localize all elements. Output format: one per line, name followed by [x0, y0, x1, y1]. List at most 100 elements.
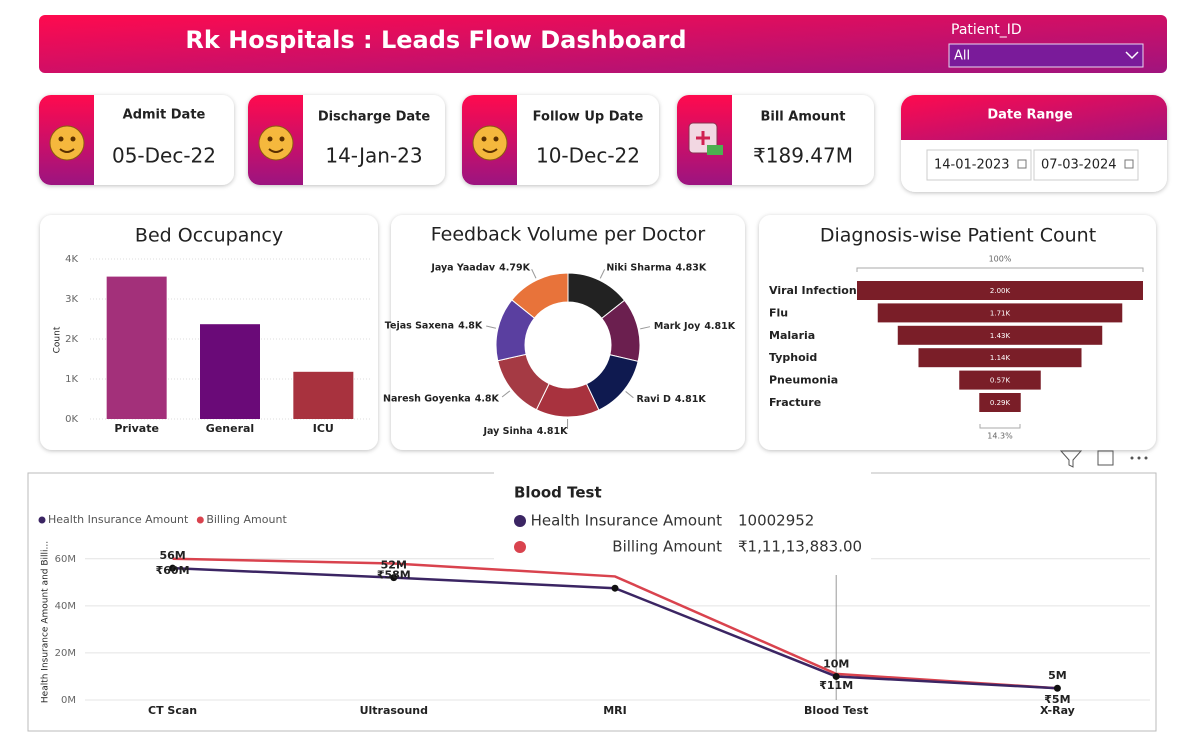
funnel-bar — [979, 393, 1021, 412]
funnel-bar — [959, 370, 1041, 390]
date-to: 07-03-2024 — [1041, 158, 1117, 173]
x-tick-label: Ultrasound — [360, 704, 428, 717]
y-tick-label: 3K — [65, 294, 78, 305]
category-label: Flu — [769, 306, 788, 319]
leader-line — [640, 326, 651, 330]
category-label: Fracture — [769, 396, 821, 409]
tooltip-value: 10002952 — [738, 512, 814, 530]
category-label: Viral Infection — [769, 284, 857, 297]
y-axis-label: Health Insurance Amount and Billi... — [41, 541, 51, 703]
date-range-header — [901, 95, 1167, 140]
tooltip-name: Billing Amount — [612, 538, 722, 556]
charts: Bed Occupancy Count 0K 1K 2K 3K 4K Private Gener… — [38, 224, 1150, 717]
header-bar — [39, 15, 1167, 73]
x-tick-label: ICU — [313, 422, 334, 435]
emoji-icon — [472, 125, 508, 161]
slicer-label: Patient_ID — [951, 22, 1022, 38]
tooltip-value: ₹1,11,13,883.00 — [738, 538, 862, 556]
chart-title: Diagnosis-wise Patient Count — [820, 225, 1096, 247]
kpi-label: Discharge Date — [318, 110, 431, 125]
tooltip-title: Blood Test — [514, 484, 602, 502]
x-tick-label: MRI — [603, 704, 627, 717]
data-label: 4.79K — [499, 262, 530, 273]
bar — [106, 276, 167, 419]
kpi-value: ₹189.47M — [753, 144, 853, 168]
bar — [200, 324, 260, 419]
kpi-cards: Admit Date 05-Dec-22 Discharge Date 14-Jan-… — [39, 95, 874, 185]
leader-line — [501, 390, 511, 398]
legend-marker — [38, 516, 46, 524]
dropdown-chevron — [1125, 51, 1139, 60]
more-icon — [1137, 456, 1141, 460]
data-label: 2.00K — [990, 287, 1011, 295]
filter-icon — [1059, 450, 1083, 468]
tooltip — [494, 470, 871, 565]
x-tick-label: Blood Test — [804, 704, 868, 717]
point — [1053, 684, 1061, 692]
calendar-icon — [1124, 159, 1134, 169]
y-tick-label: 0M — [61, 695, 76, 706]
data-label: 1.14K — [990, 354, 1011, 362]
doctor-name: Ravi D — [637, 393, 671, 404]
data-label: 4.83K — [675, 262, 706, 273]
y-tick-label: 60M — [55, 554, 76, 565]
point — [390, 574, 398, 582]
y-tick-label: 0K — [65, 414, 78, 425]
slicer-dropdown[interactable] — [948, 43, 1144, 68]
chart-title: Feedback Volume per Doctor — [431, 224, 706, 246]
doctor-name: Tejas Saxena — [385, 320, 454, 331]
chart-title: Bed Occupancy — [135, 225, 283, 247]
y-tick-label: 2K — [65, 334, 78, 345]
funnel-bracket — [979, 424, 1021, 429]
doctor-name: Jaya Yaadav — [430, 262, 496, 273]
donut-label: Ravi D 4.81K — [637, 393, 707, 404]
y-tick-label: 4K — [65, 254, 78, 265]
data-label: 56M — [159, 549, 185, 562]
date-input[interactable] — [926, 149, 1032, 181]
emoji-eye — [481, 136, 487, 142]
tooltip-marker — [514, 541, 526, 553]
emoji-eye — [493, 136, 499, 142]
date-input[interactable] — [1033, 149, 1139, 181]
category-label: Malaria — [769, 329, 815, 342]
doctor-name: Mark Joy — [654, 321, 701, 332]
date-from: 14-01-2023 — [934, 158, 1010, 173]
data-label: 5M — [1048, 669, 1067, 682]
kpi-value: 05-Dec-22 — [112, 144, 216, 168]
leader-line — [486, 325, 497, 329]
kpi-value: 14-Jan-23 — [325, 144, 422, 168]
y-tick-label: 20M — [55, 648, 76, 659]
donut-panel — [391, 215, 745, 450]
donut-label: Mark Joy 4.81K — [654, 321, 736, 332]
doctor-name: Jay Sinha — [482, 425, 532, 436]
point — [611, 584, 619, 592]
y-axis-label: Count — [53, 326, 63, 353]
emoji-eye — [70, 136, 76, 142]
donut-label: Tejas Saxena 4.8K — [385, 320, 483, 331]
focus-icon[interactable] — [1097, 450, 1114, 466]
data-label: 4.8K — [458, 320, 483, 331]
data-label: 10M — [823, 657, 849, 670]
category-label: Typhoid — [769, 351, 817, 364]
more-icon — [1144, 456, 1148, 460]
more-icon — [1130, 456, 1134, 460]
x-tick-label: CT Scan — [148, 704, 197, 717]
doctor-name: Niki Sharma — [606, 262, 671, 273]
funnel-bracket — [856, 267, 1144, 272]
kpi-label: Bill Amount — [760, 110, 845, 125]
kpi-label: Admit Date — [123, 108, 206, 123]
y-tick-label: 40M — [55, 601, 76, 612]
data-label: 52M — [381, 559, 407, 572]
bar — [293, 371, 354, 419]
kpi-label: Follow Up Date — [533, 110, 644, 125]
data-label: 4.81K — [704, 321, 735, 332]
data-label: ₹60M — [156, 564, 190, 577]
donut-slice — [511, 272, 569, 319]
tooltip-marker — [514, 515, 526, 527]
emoji-eye — [58, 136, 64, 142]
point — [832, 672, 840, 680]
leader-line — [599, 269, 606, 279]
funnel-bar — [918, 348, 1082, 368]
